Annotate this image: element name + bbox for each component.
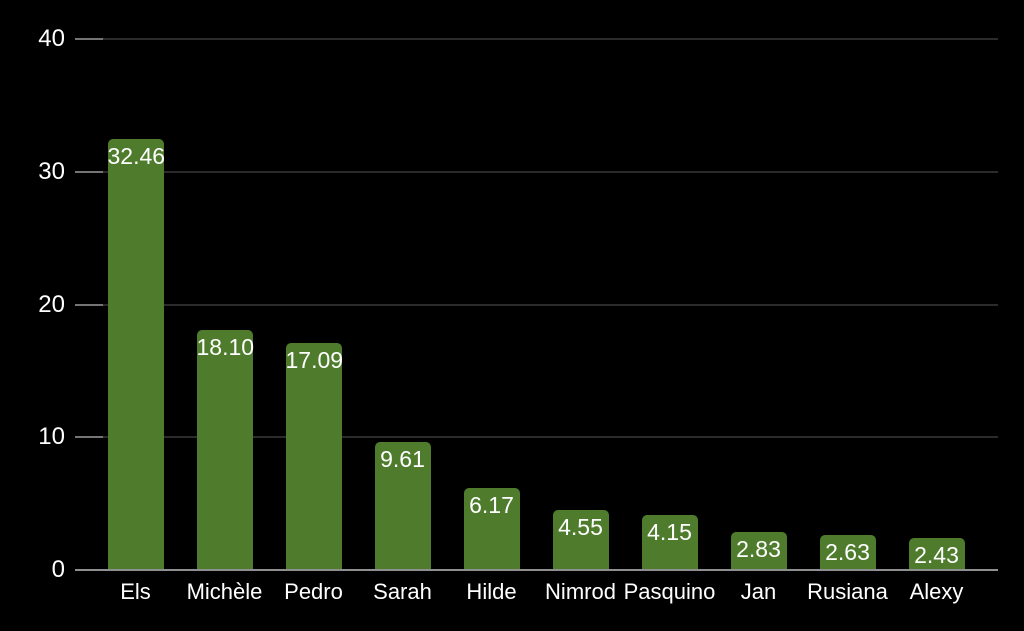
bar-value-label: 2.43 — [914, 541, 959, 568]
bar-value-label: 18.10 — [196, 333, 255, 360]
y-tick-label-20: 20 — [38, 290, 65, 318]
bar-slot-pedro: 17.09 Pedro — [269, 39, 358, 604]
x-axis-label-jan: Jan — [740, 579, 777, 604]
x-axis-label-pasquino: Pasquino — [623, 579, 716, 604]
x-axis-line — [75, 569, 998, 571]
y-axis: 0 10 20 30 40 — [0, 0, 65, 631]
y-tick-mark — [75, 38, 103, 40]
bar-value-label: 17.09 — [285, 347, 344, 374]
x-axis-label-alexy: Alexy — [909, 579, 964, 604]
bar-slot-els: 32.46 Els — [91, 39, 180, 604]
y-tick-mark — [75, 170, 103, 173]
bar-slot-sarah: 9.61 Sarah — [358, 39, 447, 604]
bar-hilde: 6.17 — [463, 488, 520, 570]
x-axis-label-sarah: Sarah — [373, 579, 432, 604]
bar-nimrod: 4.55 — [552, 509, 609, 570]
bar-jan: 2.83 — [730, 532, 787, 570]
x-axis-label-els: Els — [120, 579, 151, 604]
plot-area: 32.46 Els 18.10 Michèle 17.09 Pedro 9.61 Sarah 6… — [75, 38, 998, 604]
bar-sarah: 9.61 — [374, 442, 431, 570]
x-axis-label-hilde: Hilde — [466, 579, 517, 604]
y-tick-mark — [75, 303, 103, 306]
y-tick-mark — [75, 436, 103, 439]
bar-michèle: 18.10 — [196, 329, 255, 570]
bar-rusiana: 2.63 — [819, 535, 876, 570]
bar-slot-hilde: 6.17 Hilde — [447, 39, 536, 604]
bar-value-label: 4.55 — [558, 513, 603, 540]
bar-slot-pasquino: 4.15 Pasquino — [624, 39, 715, 604]
bar-value-label: 2.63 — [825, 539, 870, 566]
bar-slot-michèle: 18.10 Michèle — [180, 39, 269, 604]
gridline-10 — [75, 436, 998, 439]
x-axis-label-pedro: Pedro — [284, 579, 343, 604]
gridline-30 — [75, 170, 998, 173]
gridline-20 — [75, 303, 998, 306]
bar-els: 32.46 — [107, 139, 166, 570]
bar-pedro: 17.09 — [285, 343, 344, 570]
x-axis-label-nimrod: Nimrod — [545, 579, 616, 604]
bar-value-label: 9.61 — [380, 446, 425, 473]
bar-slot-nimrod: 4.55 Nimrod — [536, 39, 625, 604]
x-axis-label-michèle: Michèle — [186, 579, 263, 604]
y-tick-label-30: 30 — [38, 157, 65, 185]
bar-value-label: 6.17 — [469, 492, 514, 519]
y-tick-label-0: 0 — [51, 556, 65, 583]
bar-value-label: 32.46 — [107, 143, 166, 170]
gridline-40 — [75, 38, 998, 40]
y-tick-label-10: 10 — [38, 423, 65, 451]
x-axis-label-rusiana: Rusiana — [807, 579, 888, 604]
bar-slot-jan: 2.83 Jan — [714, 39, 803, 604]
bars-band: 32.46 Els 18.10 Michèle 17.09 Pedro 9.61 Sarah 6… — [91, 39, 981, 604]
bar-pasquino: 4.15 — [641, 514, 698, 570]
bar-slot-rusiana: 2.63 Rusiana — [803, 39, 892, 604]
bar-slot-alexy: 2.43 Alexy — [892, 39, 981, 604]
bar-value-label: 2.83 — [736, 536, 781, 563]
bar-alexy: 2.43 — [908, 537, 965, 570]
bar-value-label: 4.15 — [647, 518, 692, 545]
y-tick-label-40: 40 — [38, 25, 65, 52]
